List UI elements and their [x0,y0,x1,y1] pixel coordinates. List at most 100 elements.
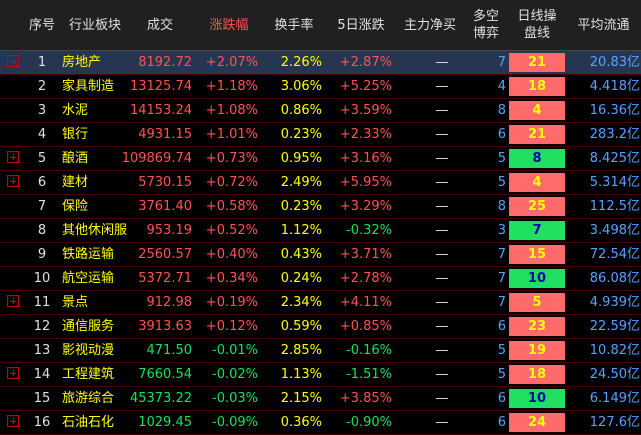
long-short-value: 7 [497,55,506,70]
table-row[interactable]: 11 景点 912.98 +0.19% 2.34% +4.11% — 7 5 4.939亿 [0,291,641,315]
row-index: 10 [33,271,51,286]
table-row[interactable]: 8 其他休闲服 953.19 +0.52% 1.12% -0.32% — 3 7 3.498亿 [0,219,641,243]
expand-plus-icon[interactable] [7,55,19,67]
net-buy-value: — [435,127,449,142]
table-row[interactable]: 16 石油石化 1029.45 -0.09% 0.36% -0.90% —6 24 127.6亿 [0,411,641,435]
row-index: 12 [33,319,51,334]
table-body: 1 房地产 8192.72 +2.07% 2.26% +2.87% —7 21 20.83亿 2 家… [0,51,641,435]
row-index: 2 [37,79,47,94]
net-buy-value: — [435,223,449,238]
daily-line-badge: 23 [509,317,565,336]
sector-name[interactable]: 银行 [62,127,89,142]
volume-value: 14153.24 [129,103,192,118]
net-buy-value: — [435,151,449,166]
sector-name[interactable]: 保险 [62,199,89,214]
expand-plus-icon[interactable] [7,367,19,379]
change-value: +0.12% [205,319,258,334]
five-day-change-value: +5.25% [339,79,392,94]
col-net-buy-header[interactable]: 主力净买 [403,17,456,33]
avg-float-value: 10.82亿 [589,343,640,358]
sector-name[interactable]: 家具制造 [62,79,115,94]
long-short-value: 7 [497,247,506,262]
table-row[interactable]: 5 酿酒 109869.74 +0.73% 0.95% +3.16% —5 8 8.425亿 [0,147,641,171]
table-row[interactable]: 13 影视动漫 471.50 -0.01% 2.85% -0.16% — 5 19 10.82亿 [0,339,641,363]
table-row[interactable]: 1 房地产 8192.72 +2.07% 2.26% +2.87% — 7 21 20.83亿 [0,51,641,75]
net-buy-value: — [435,247,449,262]
table-row[interactable]: 12 通信服务 3913.63 +0.12% 0.59% +0.85% — 6 23 22.59亿 [0,315,641,339]
volume-value: 912.98 [146,295,193,310]
turnover-value: 0.95% [280,151,322,166]
daily-line-badge: 19 [509,341,565,360]
daily-line-badge: 5 [509,293,565,312]
volume-value: 13125.74 [129,79,192,94]
sector-name[interactable]: 影视动漫 [62,343,115,358]
long-short-value: 7 [497,295,506,310]
row-index: 5 [37,151,47,166]
sector-name[interactable]: 航空运输 [62,271,115,286]
daily-line-badge: 25 [509,197,565,216]
avg-float-value: 86.08亿 [589,271,640,286]
net-buy-value: — [435,79,449,94]
row-index: 11 [33,295,51,310]
long-short-value: 8 [497,199,506,214]
col-volume-header[interactable]: 成交 [146,17,173,33]
change-value: -0.03% [212,391,258,406]
expand-plus-icon[interactable] [7,151,19,163]
sector-name[interactable]: 水泥 [62,103,89,118]
five-day-change-value: -0.32% [346,223,392,238]
table-row[interactable]: 3 水泥 14153.24 +1.08% 0.86% +3.59% — 8 4 16.36亿 [0,99,641,123]
table-row[interactable]: 10 航空运输 5372.71 +0.34% 0.24% +2.78% —7 10 86.08亿 [0,267,641,291]
avg-float-value: 4.418亿 [589,79,640,94]
five-day-change-value: -1.51% [346,367,392,382]
sector-name[interactable]: 景点 [62,295,89,310]
col-index-header[interactable]: 序号 [28,17,55,33]
sector-name[interactable]: 其他休闲服 [62,223,128,238]
avg-float-value: 20.83亿 [589,55,640,70]
sector-name[interactable]: 建材 [62,175,89,190]
sector-name[interactable]: 酿酒 [62,151,89,166]
five-day-change-value: +2.78% [339,271,392,286]
long-short-value: 6 [497,127,506,142]
long-short-value: 5 [497,343,506,358]
expand-plus-icon[interactable] [7,415,19,427]
table-row[interactable]: 6 建材 5730.15 +0.72% 2.49% +5.95% — 5 4 5.314亿 [0,171,641,195]
change-value: +0.52% [205,223,258,238]
table-row[interactable]: 7 保险 3761.40 +0.58% 0.23% +3.29% — 8 25 112.5亿 [0,195,641,219]
sector-name[interactable]: 房地产 [62,55,102,70]
long-short-value: 5 [497,175,506,190]
col-turnover-header[interactable]: 换手率 [274,17,314,33]
volume-value: 471.50 [146,343,193,358]
expand-plus-icon[interactable] [7,295,19,307]
net-buy-value: — [435,199,449,214]
turnover-value: 0.59% [280,319,322,334]
table-row[interactable]: 9 铁路运输 2560.57 +0.40% 0.43% +3.71% — 7 15 72.54亿 [0,243,641,267]
table-row[interactable]: 15 旅游综合 45373.22 -0.03% 2.15% +3.85% — 6 10 6.149… [0,387,641,411]
sector-name[interactable]: 工程建筑 [62,367,115,382]
col-5day-header[interactable]: 5日涨跌 [337,17,385,33]
expand-plus-icon[interactable] [7,175,19,187]
long-short-value: 8 [497,103,506,118]
volume-value: 953.19 [146,223,193,238]
col-change-header[interactable]: 涨跌幅 [209,17,249,33]
row-index: 14 [33,367,51,382]
col-long-short-header[interactable]: 多空 博弈 [472,9,499,41]
turnover-value: 2.85% [280,343,322,358]
sector-name[interactable]: 旅游综合 [62,391,115,406]
daily-line-badge: 18 [509,77,565,96]
table-row[interactable]: 14 工程建筑 7660.54 -0.02% 1.13% -1.51% — 5 18 24.50亿 [0,363,641,387]
table-row[interactable]: 4 银行 4931.15 +1.01% 0.23% +2.33% — 6 21 283.2亿 [0,123,641,147]
change-value: +0.19% [205,295,258,310]
sector-name[interactable]: 通信服务 [62,319,115,334]
sector-name[interactable]: 铁路运输 [62,247,115,262]
col-float-header[interactable]: 平均流通 [577,17,630,33]
col-sector-header[interactable]: 行业板块 [68,17,121,33]
avg-float-value: 283.2亿 [589,127,640,142]
col-daily-line-header[interactable]: 日线操 盘线 [517,9,557,41]
table-row[interactable]: 2 家具制造 13125.74 +1.18% 3.06% +5.25% — 4 18 4.418亿 [0,75,641,99]
turnover-value: 0.43% [280,247,322,262]
change-value: +1.08% [205,103,258,118]
volume-value: 7660.54 [138,367,192,382]
turnover-value: 2.26% [280,55,322,70]
row-index: 1 [37,55,47,70]
